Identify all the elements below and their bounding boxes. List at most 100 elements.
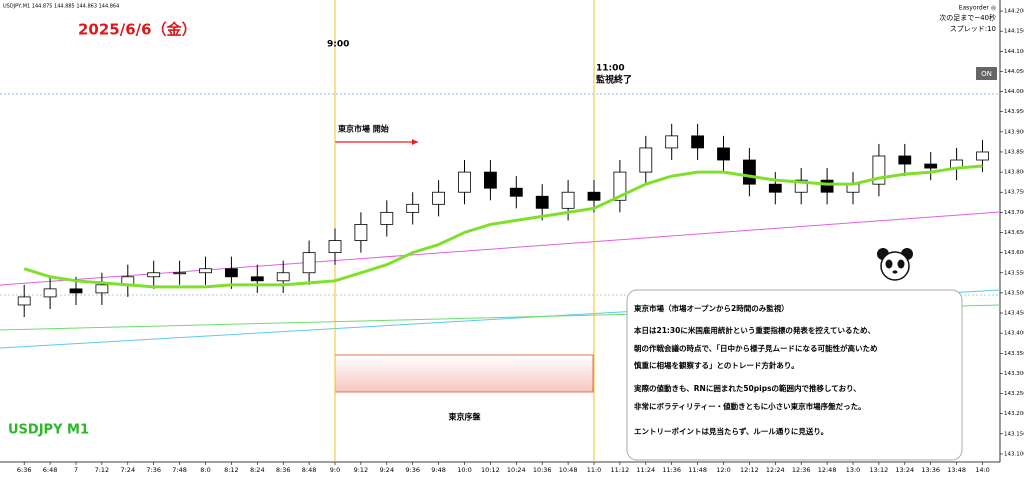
- candle-body: [458, 171, 471, 193]
- x-tick-label: 8:48: [302, 466, 317, 474]
- x-tick-label: 10:48: [559, 466, 578, 474]
- y-tick-label: 144.150: [1004, 29, 1024, 35]
- x-tick-label: 13:36: [921, 466, 940, 474]
- annotation: 監視終了: [596, 74, 632, 86]
- candle-body: [924, 163, 938, 169]
- candle-body: [224, 268, 238, 278]
- x-tick-label: 8:0: [200, 466, 210, 474]
- x-tick-label: 7:48: [172, 466, 187, 474]
- x-tick-label: 12:36: [792, 466, 811, 474]
- candle-body: [898, 155, 912, 165]
- y-tick-label: 143.600: [1004, 250, 1024, 256]
- y-tick-label: 144.050: [1004, 69, 1024, 75]
- annotation: 11:00: [596, 64, 625, 74]
- easyorder: Easyorder ◎: [959, 5, 996, 12]
- annotation: 東京序盤: [449, 412, 482, 422]
- candle-body: [976, 151, 989, 161]
- on-button-label[interactable]: ON: [981, 70, 992, 78]
- y-tick-label: 143.550: [1004, 270, 1024, 276]
- note: 東京市場（市場オープンから2時間のみ監視） 本日は21:30に米国雇用統計という重…: [633, 303, 877, 436]
- x-tick-label: 10:36: [533, 466, 552, 474]
- note-line: 慎重に相場を観察する」とのトレード方針あり。: [634, 360, 799, 370]
- x-tick-label: 13:0: [846, 466, 861, 474]
- arrowhead: [412, 139, 418, 145]
- candle-body: [561, 191, 575, 209]
- note-line: 朝の作戦会議の時点で、「日中から様子見ムードになる可能性が高いため: [634, 343, 877, 353]
- candle-body: [743, 159, 756, 185]
- early-session-box: [334, 354, 594, 393]
- note-line: エントリーポイントは見当たらず、ルール通りに見送り。: [634, 426, 828, 436]
- y-tick-label: 143.450: [1004, 311, 1024, 317]
- candle-body: [354, 224, 368, 241]
- x-tick-label: 9:0: [330, 466, 340, 474]
- candle-body: [535, 195, 549, 209]
- x-tick-label: 10:24: [507, 466, 526, 474]
- candle-body: [483, 171, 497, 189]
- x-tick-label: 10:0: [457, 466, 472, 474]
- x-tick-label: 7:36: [146, 466, 161, 474]
- x-tick-label: 7: [74, 466, 78, 474]
- candle-body: [717, 147, 730, 161]
- y-tick-label: 143.900: [1004, 129, 1024, 135]
- x-tick-label: 11:48: [688, 466, 707, 474]
- note-line: 本日は21:30に米国雇用統計という重要指標の発表を控えているため、: [633, 325, 875, 335]
- x-tick-label: 13:12: [870, 466, 889, 474]
- y-tick-label: 143.650: [1004, 230, 1024, 236]
- x-tick-label: 9:36: [405, 466, 420, 474]
- candle-body: [639, 147, 653, 173]
- candle-body: [820, 179, 834, 193]
- annotation: 9:00: [327, 40, 349, 50]
- x-tick-label: 6:48: [43, 466, 58, 474]
- y-tick-label: 143.700: [1004, 210, 1024, 216]
- y-tick-label: 143.350: [1004, 351, 1024, 357]
- x-tick-label: 12:0: [716, 466, 731, 474]
- y-tick-label: 143.400: [1004, 331, 1024, 337]
- candle-body: [95, 284, 109, 294]
- candle-body: [406, 203, 420, 213]
- note-line: 非常にボラティリティー・値動きともに小さい東京市場序盤だった。: [634, 401, 866, 411]
- x-tick-label: 7:12: [95, 466, 110, 474]
- note-box: [626, 289, 963, 461]
- y-tick-label: 143.100: [1004, 451, 1024, 457]
- y-tick-label: 143.200: [1004, 411, 1024, 417]
- y-tick-label: 144.000: [1004, 89, 1024, 95]
- on-button[interactable]: [976, 67, 997, 80]
- y-tick-label: 144.200: [1004, 9, 1024, 15]
- x-tick-label: 14:0: [975, 466, 990, 474]
- y-tick-label: 144.100: [1004, 49, 1024, 55]
- y-tick-label: 143.950: [1004, 109, 1024, 115]
- x-tick-label: 9:24: [379, 466, 394, 474]
- trend-line: [0, 211, 1001, 286]
- candle-body: [276, 272, 290, 282]
- candle-body: [199, 268, 212, 274]
- x-tick-label: 9:12: [354, 466, 369, 474]
- spread: スプレッド:10: [950, 25, 996, 33]
- watermark: USDJPY M1: [8, 423, 89, 438]
- y-tick-label: 143.500: [1004, 290, 1024, 296]
- x-tick-label: 13:48: [947, 466, 966, 474]
- x-tick-label: 11:36: [662, 466, 681, 474]
- note-title: 東京市場（市場オープンから2時間のみ監視）: [634, 303, 789, 313]
- x-tick-label: 11:0: [587, 466, 602, 474]
- x-tick-label: 6:36: [17, 466, 32, 474]
- candle-body: [250, 276, 264, 282]
- plot: 143.100 143.150 143.200 143.250 143.300 143.3…: [17, 0, 1024, 474]
- x-tick-label: 13:24: [895, 466, 914, 474]
- candle-body: [380, 211, 394, 225]
- candle-body: [147, 272, 161, 278]
- candle-body: [43, 288, 57, 298]
- candle-body: [768, 183, 782, 193]
- y-tick-label: 143.300: [1004, 371, 1024, 377]
- candle-body: [173, 272, 187, 275]
- x-tick-label: 12:24: [766, 466, 785, 474]
- y-tick-label: 143.150: [1004, 431, 1024, 437]
- panda: [877, 248, 913, 281]
- note-line: 実際の値動きも、RNに囲まれた50pipsの範囲内で推移しており、: [634, 383, 861, 393]
- x-tick-label: 12:12: [740, 466, 759, 474]
- y-tick-label: 143.850: [1004, 149, 1024, 155]
- x-tick-label: 8:36: [276, 466, 291, 474]
- x-tick-label: 12:48: [818, 466, 837, 474]
- x-tick-label: 8:24: [250, 466, 265, 474]
- candle-body: [432, 191, 446, 205]
- y-tick-label: 143.800: [1004, 170, 1024, 176]
